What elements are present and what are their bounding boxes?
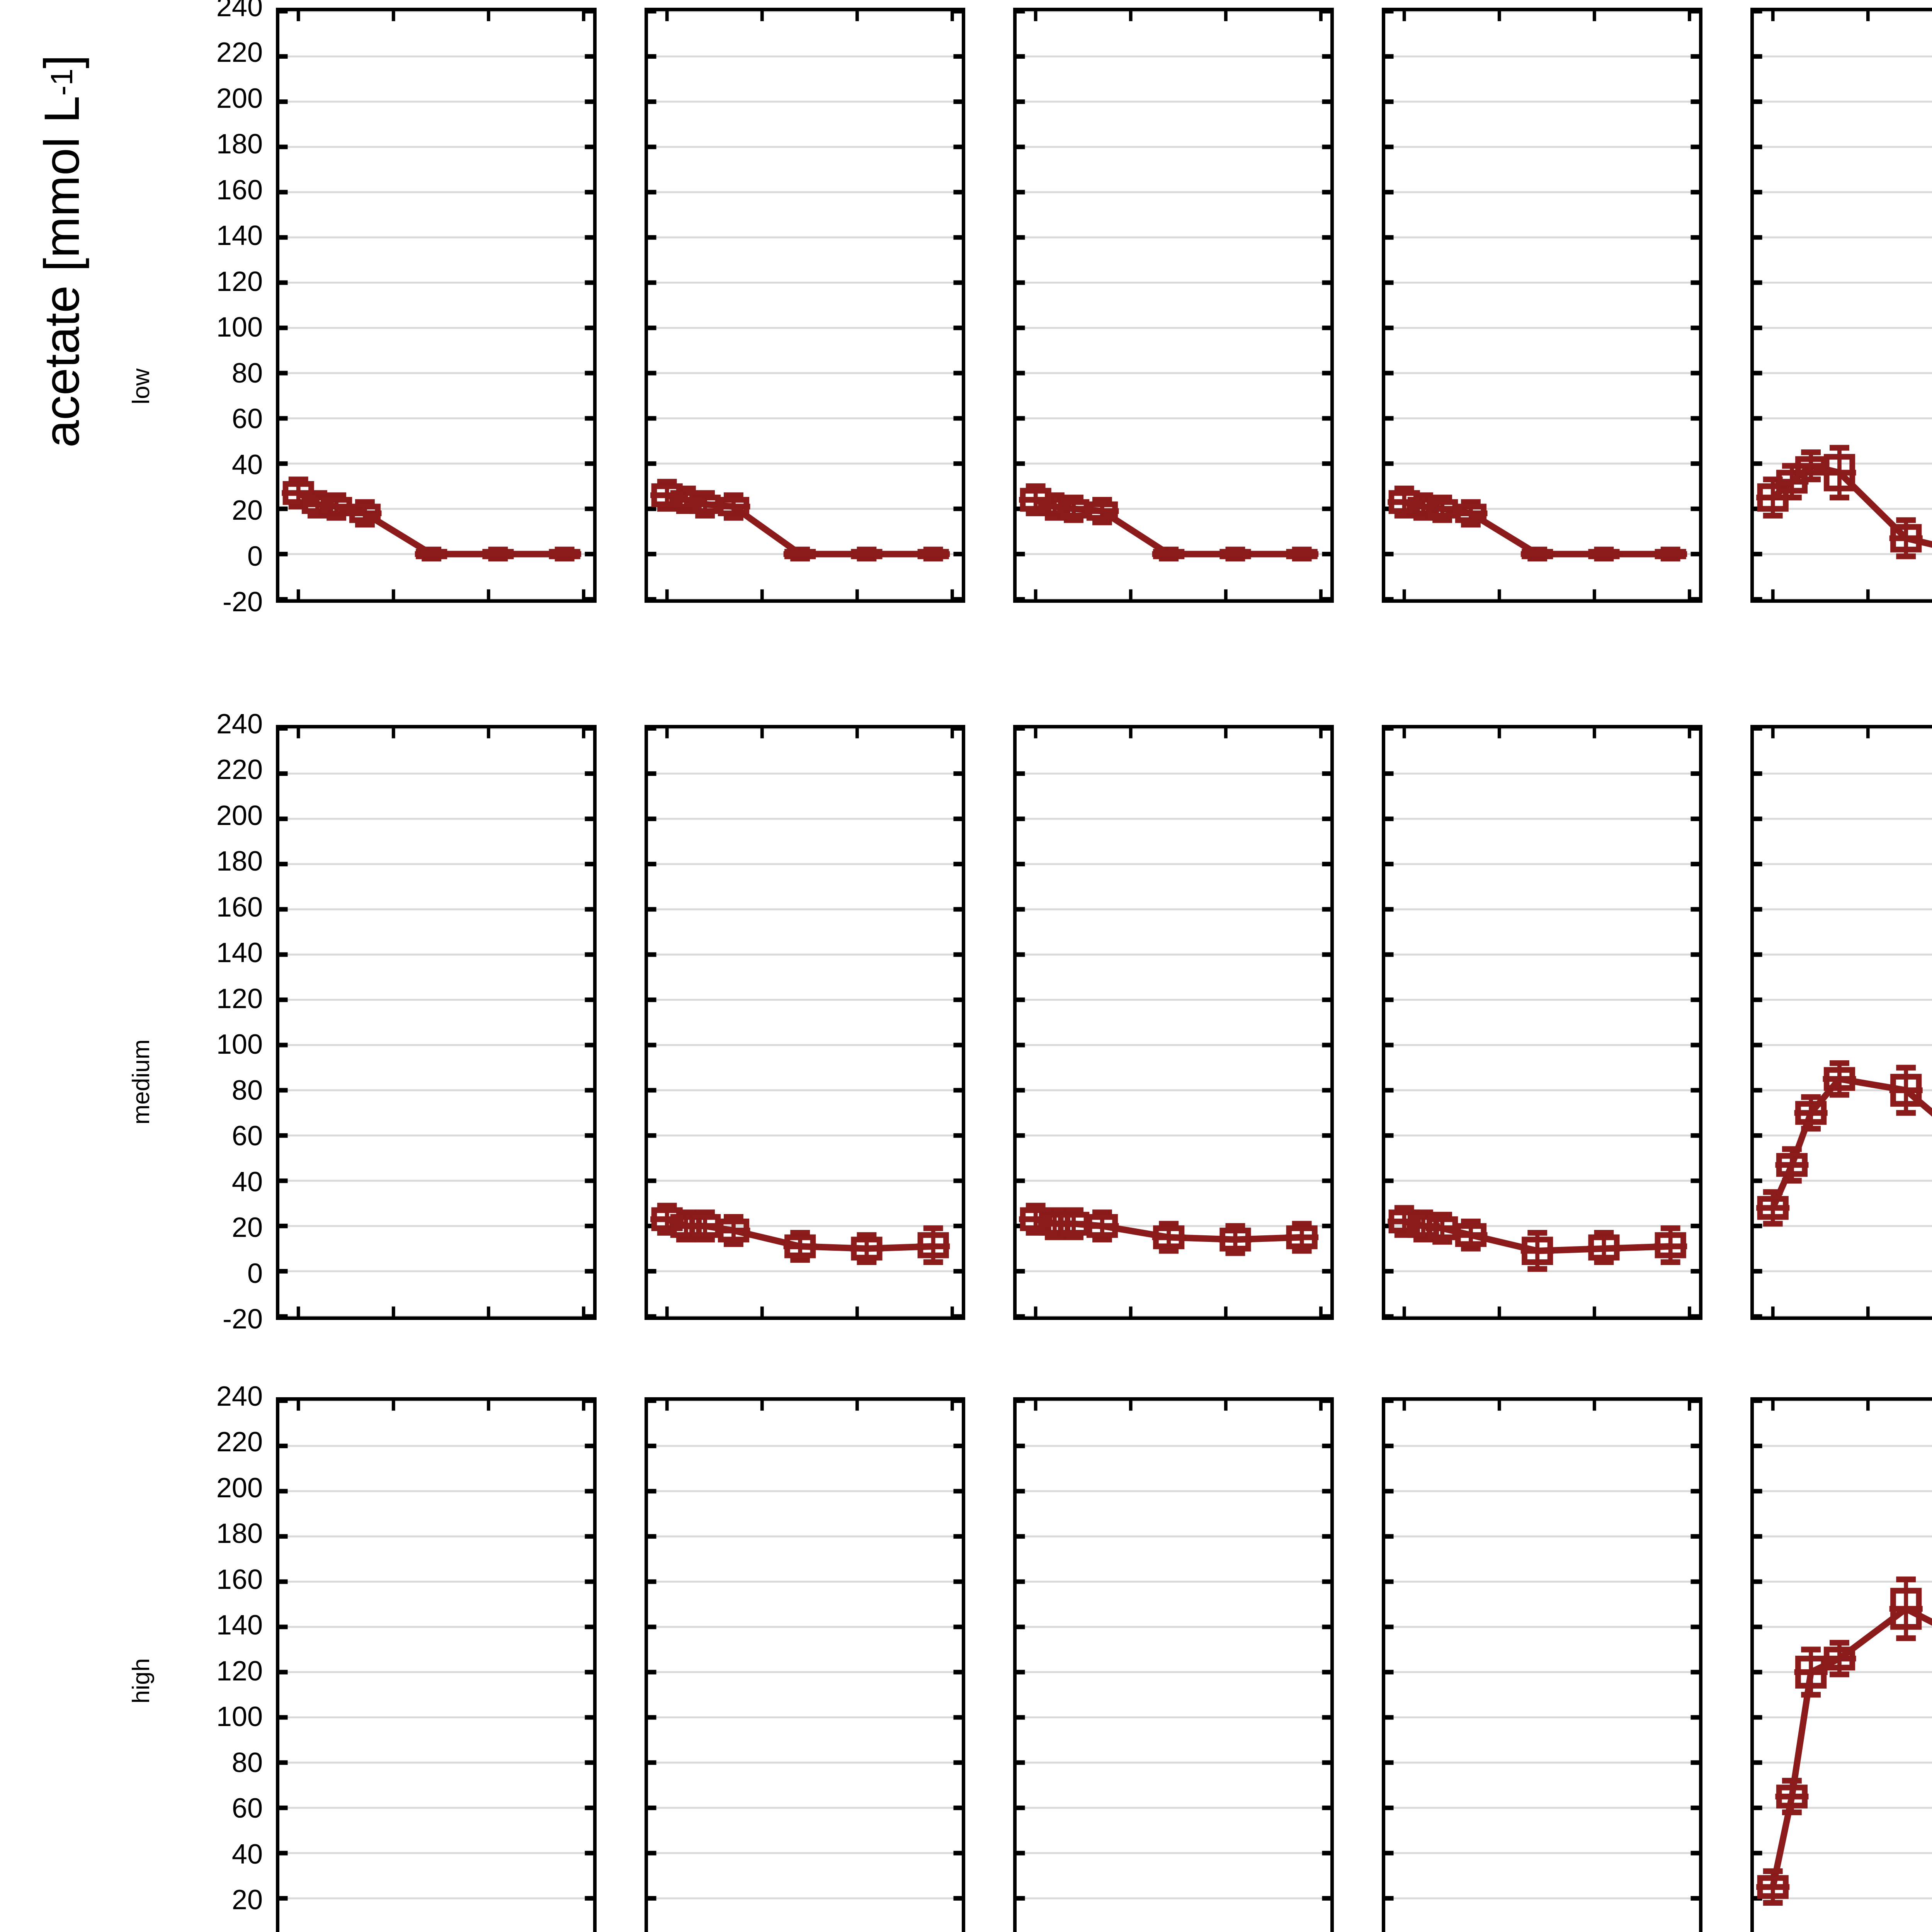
- y-axis-title-bracket: ]: [34, 54, 90, 69]
- y-tick-label: -20: [222, 1304, 263, 1335]
- y-tick-label: 220: [216, 754, 263, 786]
- y-tick-label: 100: [216, 1029, 263, 1060]
- y-axis-title-exponent: -1: [44, 68, 79, 96]
- panel-low-Tyr: [1013, 8, 1334, 603]
- y-tick-label: 80: [231, 357, 263, 389]
- y-tick-label: 20: [231, 1884, 263, 1916]
- panel-medium-Cas: [1750, 725, 1932, 1320]
- y-tick-label: 200: [216, 83, 263, 114]
- panel-low-Tryp: [645, 8, 965, 603]
- panel-high-cont: [276, 1397, 597, 1932]
- panel-low-Phe: [1382, 8, 1702, 603]
- panel-low-Cas: [1750, 8, 1932, 603]
- y-axis-title-text: acetate [mmol L: [34, 95, 90, 448]
- y-tick-label: 60: [231, 403, 263, 435]
- panel-medium-Tryp: [645, 725, 965, 1320]
- panel-medium-cont: [276, 725, 597, 1320]
- y-tick-label: 120: [216, 1655, 263, 1687]
- y-tick-label: -20: [222, 587, 263, 617]
- y-tick-label: 160: [216, 174, 263, 206]
- y-tick-label: 140: [216, 220, 263, 252]
- panel-high-Tyr: [1013, 1397, 1334, 1932]
- y-tick-label: 20: [231, 1212, 263, 1243]
- y-axis-title: acetate [mmol L -1]: [34, 0, 90, 676]
- y-tick-label: 40: [231, 1838, 263, 1870]
- y-tick-label: 20: [231, 495, 263, 526]
- y-tick-label: 140: [216, 937, 263, 969]
- y-tick-label: 180: [216, 129, 263, 160]
- y-tick-label: 0: [147, 543, 263, 570]
- y-tick-label: 40: [231, 1166, 263, 1197]
- y-tick-label: 240: [216, 0, 263, 22]
- panel-high-Phe: [1382, 1397, 1702, 1932]
- y-tick-label: 180: [216, 1518, 263, 1549]
- y-tick-label: 0: [147, 1260, 263, 1287]
- y-tick-label: 40: [231, 449, 263, 480]
- y-tick-label: 220: [216, 37, 263, 68]
- y-tick-label: 60: [231, 1793, 263, 1824]
- y-tick-label: 160: [216, 891, 263, 923]
- y-tick-label: 200: [216, 1472, 263, 1503]
- panel-high-Cas: [1750, 1397, 1932, 1932]
- y-tick-label: 140: [216, 1610, 263, 1641]
- y-tick-label: 240: [216, 1381, 263, 1412]
- y-tick-label: 240: [216, 709, 263, 740]
- y-tick-label: 180: [216, 846, 263, 877]
- y-tick-label: 160: [216, 1564, 263, 1595]
- panel-low-cont: [276, 8, 597, 603]
- y-tick-label: 60: [231, 1121, 263, 1152]
- y-tick-label: 120: [216, 266, 263, 297]
- y-tick-label: 220: [216, 1427, 263, 1458]
- panel-medium-Phe: [1382, 725, 1702, 1320]
- y-tick-label: 120: [216, 983, 263, 1014]
- y-tick-label: 100: [216, 1701, 263, 1733]
- y-tick-label: 80: [231, 1747, 263, 1778]
- panel-high-Tryp: [645, 1397, 965, 1932]
- panel-medium-Tyr: [1013, 725, 1334, 1320]
- y-tick-label: 100: [216, 312, 263, 343]
- y-tick-label: 200: [216, 800, 263, 831]
- y-tick-label: 80: [231, 1075, 263, 1106]
